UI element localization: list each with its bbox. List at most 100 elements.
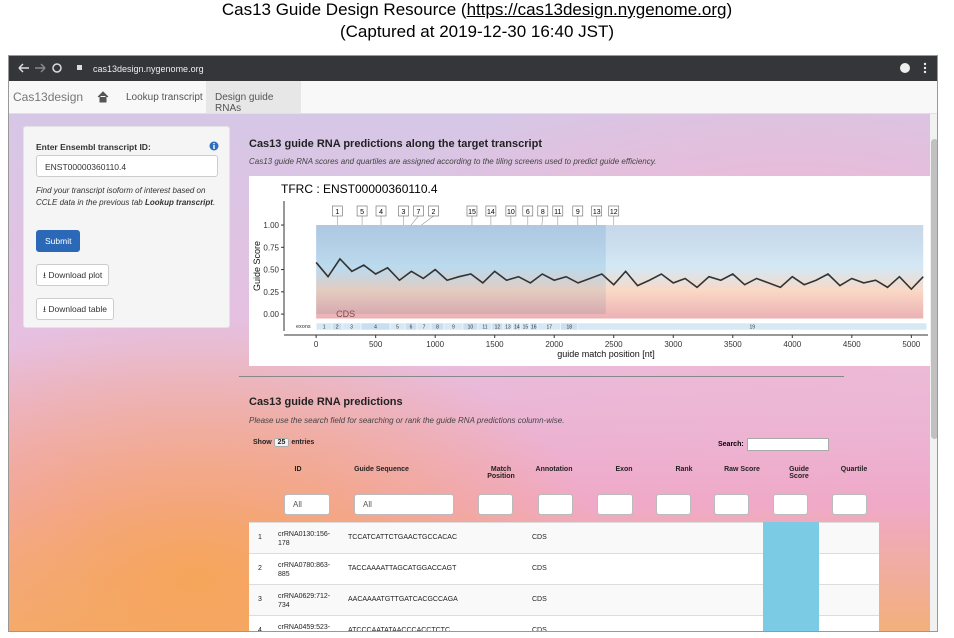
guide-label: 2 bbox=[432, 209, 436, 216]
table-cell: CDS bbox=[532, 627, 547, 632]
guide-label-box bbox=[608, 205, 620, 217]
guide-label-box bbox=[522, 205, 534, 217]
back-button[interactable] bbox=[18, 63, 29, 73]
x-tick-label: 4000 bbox=[783, 340, 801, 349]
x-tick-label: 2000 bbox=[545, 340, 563, 349]
table-title: Cas13 guide RNA predictions bbox=[249, 396, 403, 408]
help-part: Lookup transcript bbox=[144, 198, 213, 207]
exons-title: exons bbox=[296, 324, 311, 330]
column-header[interactable]: Raw Score bbox=[724, 466, 760, 473]
guide-label: 6 bbox=[526, 209, 530, 216]
table-cell: TACCAAAATTAGCATGGACCAGT bbox=[348, 565, 457, 572]
nav-tab-active[interactable]: Design guide RNAs bbox=[206, 81, 301, 114]
download-plot-button[interactable]: ⭳ Download plot bbox=[36, 264, 110, 286]
brand[interactable]: Cas13design bbox=[13, 90, 84, 104]
y-tick-label: 0.00 bbox=[263, 310, 279, 319]
guide-label: 12 bbox=[610, 209, 618, 216]
guide-label: 10 bbox=[507, 209, 515, 216]
plot-subtitle: Cas13 guide RNA scores and quartiles are… bbox=[249, 157, 657, 166]
divider bbox=[239, 376, 844, 377]
guide-label: 3 bbox=[402, 209, 406, 216]
nav-tab[interactable]: Lookup transcript bbox=[126, 92, 203, 103]
menu-icon[interactable] bbox=[923, 70, 927, 74]
column-header[interactable]: Quartile bbox=[840, 466, 868, 473]
exon-label: 17 bbox=[546, 325, 552, 331]
y-axis-title: Guide Score bbox=[252, 241, 262, 291]
guide-score-highlight bbox=[763, 584, 819, 615]
column-filter[interactable] bbox=[538, 494, 573, 515]
menu-icon[interactable] bbox=[923, 62, 927, 66]
column-filter[interactable]: All bbox=[354, 494, 454, 515]
table-cell: CDS bbox=[532, 596, 547, 603]
profile-icon[interactable] bbox=[900, 63, 910, 73]
table-cell: 4 bbox=[258, 627, 262, 632]
column-filter[interactable] bbox=[597, 494, 633, 515]
y-tick-label: 0.50 bbox=[263, 266, 279, 275]
guide-pointer bbox=[541, 215, 544, 226]
column-filter[interactable] bbox=[773, 494, 808, 515]
home-icon[interactable] bbox=[97, 91, 109, 103]
column-header[interactable]: ID bbox=[294, 466, 302, 473]
page-size-select[interactable]: 25 bbox=[273, 438, 290, 447]
button-text: Download plot bbox=[48, 270, 103, 280]
column-header[interactable]: Exon bbox=[615, 466, 633, 473]
search-label: Search: bbox=[718, 441, 744, 448]
table-cell: ATCCCAATATAACCCACCTCTC bbox=[348, 627, 451, 632]
guide-label-box bbox=[537, 205, 549, 217]
guide-label: 7 bbox=[417, 209, 421, 216]
column-header[interactable]: Guide Score bbox=[789, 466, 809, 480]
exon-label: 18 bbox=[566, 325, 572, 331]
lock-icon bbox=[77, 65, 82, 70]
x-tick-label: 1000 bbox=[426, 340, 444, 349]
column-filter[interactable] bbox=[832, 494, 867, 515]
submit-button[interactable]: Submit bbox=[36, 230, 81, 252]
x-tick-label: 0 bbox=[314, 340, 319, 349]
column-filter[interactable]: All bbox=[284, 494, 330, 515]
y-tick-label: 1.00 bbox=[263, 221, 279, 230]
reload-button[interactable] bbox=[52, 63, 62, 73]
caption-text: ) bbox=[726, 0, 733, 19]
transcript-input[interactable]: ENST00000360110.4 bbox=[36, 155, 218, 177]
sidebar: Enter Ensembl transcript ID: ENST0000036… bbox=[23, 126, 230, 328]
column-header[interactable]: Rank bbox=[675, 466, 693, 473]
info-icon[interactable] bbox=[209, 141, 219, 151]
download-table-button[interactable]: ⭳ Download table bbox=[36, 298, 114, 320]
table-cell: crRNA0459:523- bbox=[278, 624, 331, 631]
forward-button[interactable] bbox=[35, 63, 46, 73]
menu-icon[interactable] bbox=[923, 66, 927, 70]
column-filter[interactable] bbox=[478, 494, 513, 515]
guide-label: 8 bbox=[541, 209, 545, 216]
exon-label: 4 bbox=[374, 325, 377, 331]
guide-score-highlight bbox=[763, 615, 819, 631]
url-bar[interactable]: cas13design.nygenome.org bbox=[93, 64, 204, 74]
search-input[interactable] bbox=[747, 438, 829, 451]
browser-toolbar: cas13design.nygenome.org bbox=[9, 56, 937, 81]
exon-label: 12 bbox=[495, 325, 501, 331]
column-filter[interactable] bbox=[714, 494, 749, 515]
guide-label: 4 bbox=[379, 209, 383, 216]
column-header[interactable]: Guide Sequence bbox=[354, 466, 409, 473]
column-header[interactable]: Match Position bbox=[487, 466, 515, 480]
caption-url[interactable]: https://cas13design.nygenome.org bbox=[466, 0, 727, 19]
navbar: Cas13design Lookup transcript Design gui… bbox=[9, 81, 937, 114]
chart: TFRC : ENST00000360110.4CDS0.000.250.500… bbox=[252, 182, 928, 359]
guide-label: 13 bbox=[593, 209, 601, 216]
column-filter[interactable] bbox=[656, 494, 691, 515]
table-cell: TCCATCATTCTGAACTGCCACAC bbox=[348, 534, 458, 541]
guide-label-box bbox=[466, 205, 478, 217]
guide-label-box bbox=[375, 205, 387, 217]
guide-label: 5 bbox=[360, 209, 364, 216]
plot-title: Cas13 guide RNA predictions along the ta… bbox=[249, 138, 542, 150]
guide-pointer bbox=[421, 215, 434, 226]
x-tick-label: 1500 bbox=[486, 340, 504, 349]
column-header[interactable]: Annotation bbox=[535, 466, 573, 473]
caption-captured: (Captured at 2019-12-30 16:40 JST) bbox=[339, 22, 615, 41]
guide-label-box bbox=[572, 205, 584, 217]
scrollbar[interactable] bbox=[930, 114, 937, 631]
x-tick-label: 4500 bbox=[843, 340, 861, 349]
exon-label: 16 bbox=[531, 325, 537, 331]
y-tick-label: 0.25 bbox=[263, 288, 279, 297]
browser-window: cas13design.nygenome.org Cas13design Loo… bbox=[8, 55, 938, 632]
guide-label: 1 bbox=[335, 209, 339, 216]
